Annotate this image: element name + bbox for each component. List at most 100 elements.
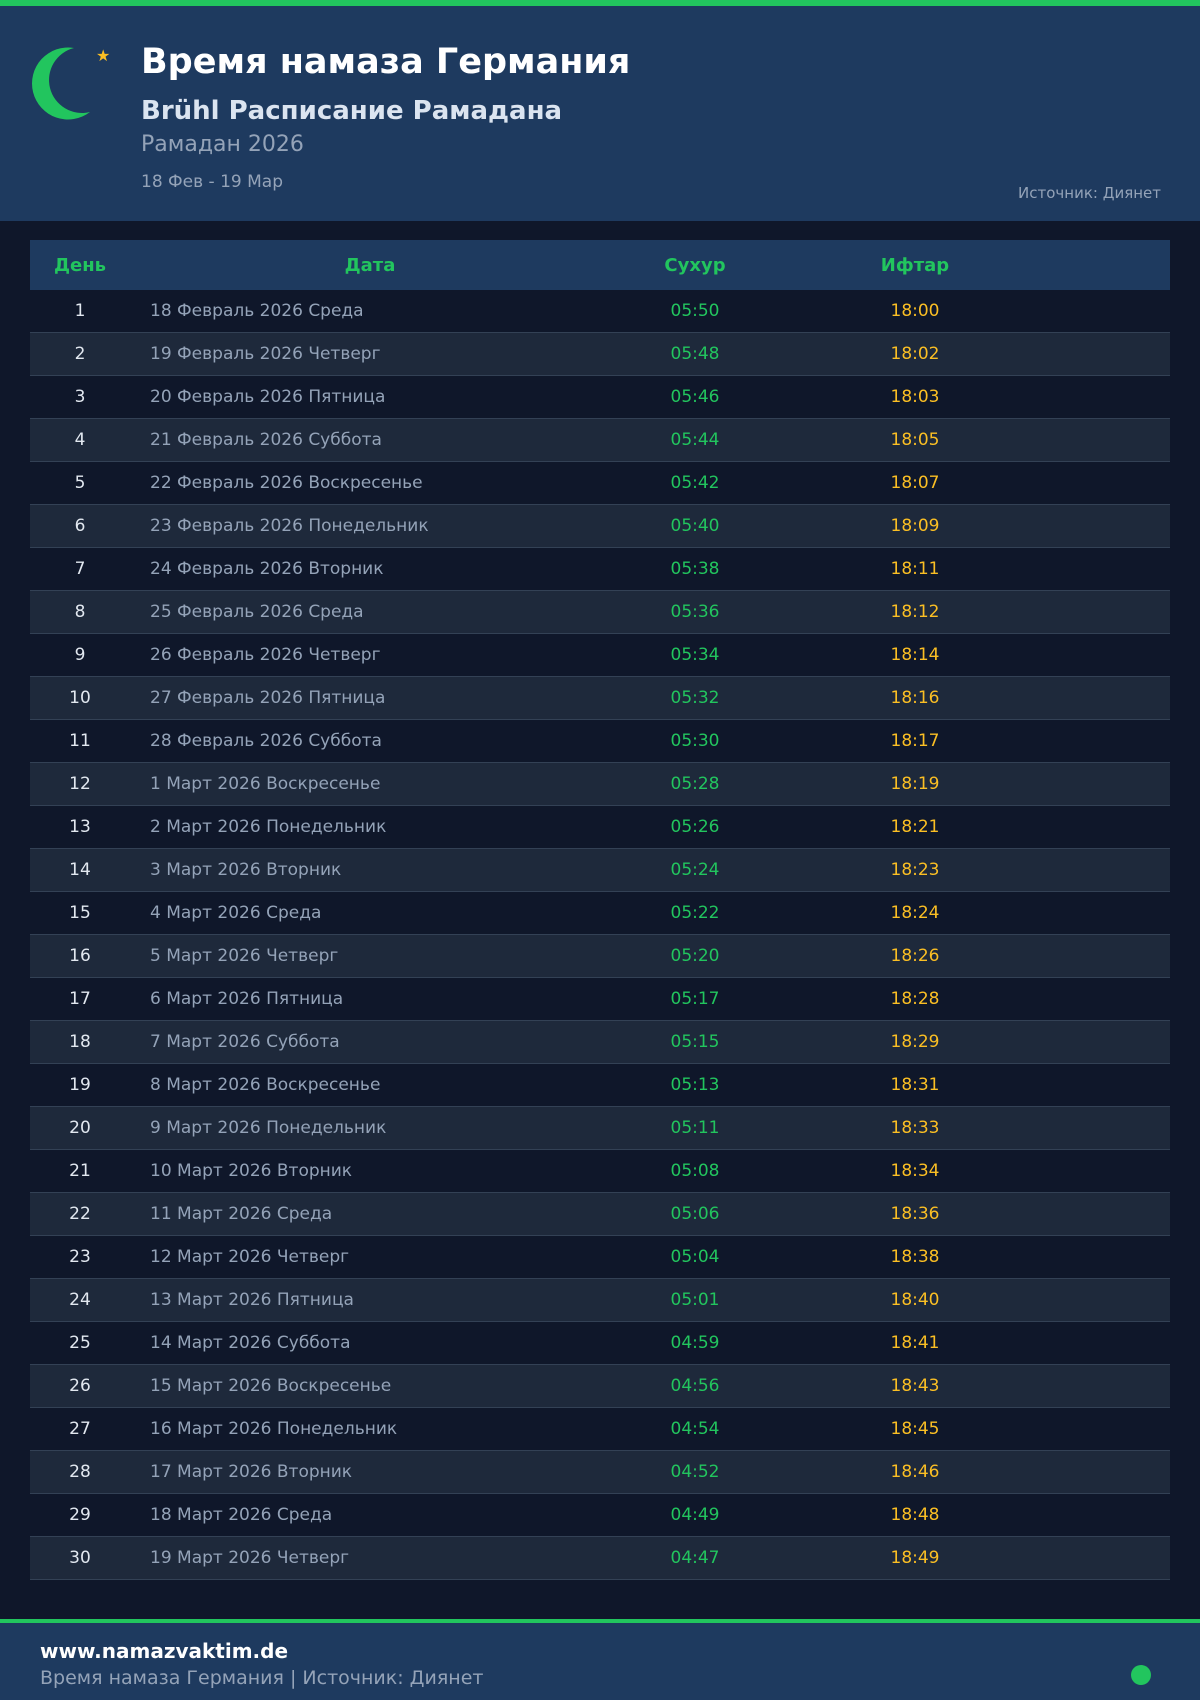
iftar-cell: 18:02 (890, 344, 940, 364)
table-row: 25 14 Март 2026 Суббота 04:59 18:41 (30, 1322, 1170, 1365)
table-row: 29 18 Март 2026 Среда 04:49 18:48 (30, 1494, 1170, 1537)
iftar-cell: 18:26 (890, 946, 940, 966)
crescent-moon-icon (32, 47, 90, 120)
day-cell: 2 (74, 344, 86, 364)
iftar-cell: 18:48 (890, 1505, 940, 1525)
date-cell: 11 Март 2026 Среда (150, 1204, 333, 1224)
column-suhur: Сухур (664, 254, 726, 276)
date-cell: 14 Март 2026 Суббота (150, 1333, 351, 1353)
table-row: 26 15 Март 2026 Воскресенье 04:56 18:43 (30, 1365, 1170, 1408)
day-cell: 22 (69, 1204, 91, 1224)
table-row: 12 1 Март 2026 Воскресенье 05:28 18:19 (30, 763, 1170, 806)
column-day: День (53, 254, 107, 276)
suhur-cell: 05:44 (670, 430, 720, 450)
iftar-cell: 18:40 (890, 1290, 940, 1310)
suhur-cell: 05:11 (670, 1118, 720, 1138)
suhur-cell: 05:15 (670, 1032, 720, 1052)
iftar-cell: 18:16 (890, 688, 940, 708)
iftar-cell: 18:43 (890, 1376, 940, 1396)
day-cell: 1 (74, 301, 86, 321)
day-cell: 10 (69, 688, 91, 708)
date-cell: 8 Март 2026 Воскресенье (150, 1075, 381, 1095)
date-cell: 28 Февраль 2026 Суббота (150, 731, 382, 751)
suhur-cell: 04:52 (670, 1462, 720, 1482)
table-row: 14 3 Март 2026 Вторник 05:24 18:23 (30, 849, 1170, 892)
suhur-cell: 04:47 (670, 1548, 720, 1568)
suhur-cell: 05:17 (670, 989, 720, 1009)
suhur-cell: 05:34 (670, 645, 720, 665)
table-row: 18 7 Март 2026 Суббота 05:15 18:29 (30, 1021, 1170, 1064)
date-cell: 5 Март 2026 Четверг (150, 946, 339, 966)
day-cell: 30 (69, 1548, 91, 1568)
iftar-cell: 18:12 (890, 602, 940, 622)
suhur-cell: 05:50 (670, 301, 720, 321)
table-row: 20 9 Март 2026 Понедельник 05:11 18:33 (30, 1107, 1170, 1150)
iftar-cell: 18:17 (890, 731, 940, 751)
status-dot-icon (1131, 1665, 1151, 1685)
table-body: 1 18 Февраль 2026 Среда 05:50 18:00 2 19 Февр… (30, 290, 1170, 1580)
day-cell: 16 (69, 946, 91, 966)
iftar-cell: 18:00 (890, 301, 940, 321)
iftar-cell: 18:03 (890, 387, 940, 407)
date-cell: 2 Март 2026 Понедельник (150, 817, 387, 837)
day-cell: 25 (69, 1333, 91, 1353)
iftar-cell: 18:19 (890, 774, 940, 794)
suhur-cell: 05:48 (670, 344, 720, 364)
day-cell: 23 (69, 1247, 91, 1267)
table-row: 4 21 Февраль 2026 Суббота 05:44 18:05 (30, 419, 1170, 462)
date-cell: 3 Март 2026 Вторник (150, 860, 342, 880)
table-row: 21 10 Март 2026 Вторник 05:08 18:34 (30, 1150, 1170, 1193)
suhur-cell: 05:04 (670, 1247, 720, 1267)
suhur-cell: 05:08 (670, 1161, 720, 1181)
date-cell: 7 Март 2026 Суббота (150, 1032, 340, 1052)
day-cell: 19 (69, 1075, 91, 1095)
table-header: День Дата Сухур Ифтар (30, 240, 1170, 290)
suhur-cell: 04:49 (670, 1505, 720, 1525)
day-cell: 8 (74, 602, 86, 622)
day-cell: 27 (69, 1419, 91, 1439)
day-cell: 24 (69, 1290, 91, 1310)
day-cell: 17 (69, 989, 91, 1009)
date-cell: 17 Март 2026 Вторник (150, 1462, 353, 1482)
table-row: 13 2 Март 2026 Понедельник 05:26 18:21 (30, 806, 1170, 849)
date-cell: 12 Март 2026 Четверг (150, 1247, 350, 1267)
suhur-cell: 05:28 (670, 774, 720, 794)
footer-text: Время намаза Германия | Источник: Диянет (40, 1667, 484, 1689)
website-link[interactable]: www.namazvaktim.de (40, 1639, 289, 1663)
ramadan-year: Рамадан 2026 (141, 132, 304, 157)
day-cell: 4 (74, 430, 86, 450)
day-cell: 13 (69, 817, 91, 837)
iftar-cell: 18:14 (890, 645, 940, 665)
date-range: 18 Фев - 19 Мар (141, 172, 284, 192)
date-cell: 24 Февраль 2026 Вторник (150, 559, 384, 579)
suhur-cell: 05:40 (670, 516, 720, 536)
table-row: 6 23 Февраль 2026 Понедельник 05:40 18:09 (30, 505, 1170, 548)
table-row: 9 26 Февраль 2026 Четверг 05:34 18:14 (30, 634, 1170, 677)
date-cell: 1 Март 2026 Воскресенье (150, 774, 381, 794)
star-icon: ★ (96, 46, 111, 65)
footer-accent-bar (0, 1619, 1200, 1623)
suhur-cell: 05:42 (670, 473, 720, 493)
date-cell: 9 Март 2026 Понедельник (150, 1118, 387, 1138)
table-row: 15 4 Март 2026 Среда 05:22 18:24 (30, 892, 1170, 935)
date-cell: 6 Март 2026 Пятница (150, 989, 344, 1009)
source-label: Источник: Диянет (1018, 184, 1161, 202)
day-cell: 7 (74, 559, 86, 579)
table-row: 17 6 Март 2026 Пятница 05:17 18:28 (30, 978, 1170, 1021)
table-row: 27 16 Март 2026 Понедельник 04:54 18:45 (30, 1408, 1170, 1451)
table-row: 30 19 Март 2026 Четверг 04:47 18:49 (30, 1537, 1170, 1580)
day-cell: 15 (69, 903, 91, 923)
date-cell: 18 Февраль 2026 Среда (150, 301, 364, 321)
page-title: Время намаза Германия (141, 42, 631, 82)
iftar-cell: 18:45 (890, 1419, 940, 1439)
iftar-cell: 18:21 (890, 817, 940, 837)
suhur-cell: 04:54 (670, 1419, 720, 1439)
day-cell: 29 (69, 1505, 91, 1525)
table-row: 1 18 Февраль 2026 Среда 05:50 18:00 (30, 290, 1170, 333)
table-row: 19 8 Март 2026 Воскресенье 05:13 18:31 (30, 1064, 1170, 1107)
suhur-cell: 05:46 (670, 387, 720, 407)
table-row: 28 17 Март 2026 Вторник 04:52 18:46 (30, 1451, 1170, 1494)
date-cell: 25 Февраль 2026 Среда (150, 602, 364, 622)
suhur-cell: 05:30 (670, 731, 720, 751)
date-cell: 22 Февраль 2026 Воскресенье (150, 473, 423, 493)
